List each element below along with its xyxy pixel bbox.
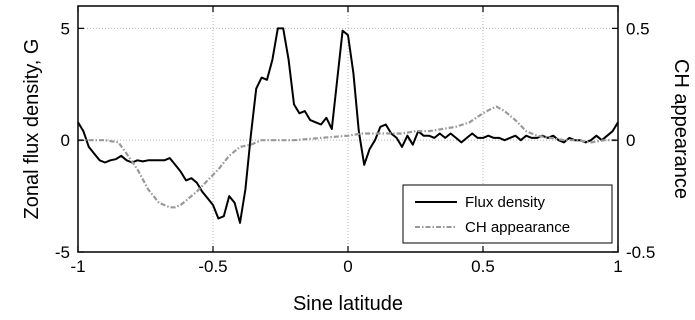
legend-label-ch-appearance: CH appearance [465,219,570,236]
legend-label-flux-density: Flux density [465,194,546,211]
x-tick-label-1: -0.5 [198,257,227,276]
y-left-tick-label-1: 0 [61,131,70,150]
x-tick-label-0: -1 [70,257,85,276]
legend-box [402,184,613,244]
grid-lines [78,6,618,252]
y-axis-label-left: Zonal flux density, G [21,39,43,220]
x-axis-label: Sine latitude [293,293,403,315]
y-axis-label-right: CH appearance [670,59,692,199]
series-layer [77,27,619,224]
y-right-tick-label-2: 0.5 [626,19,650,38]
x-tick-label-3: 0.5 [471,257,495,276]
legend: Flux density CH appearance [402,184,613,244]
axis-ticks: -1 -0.5 0 0.5 1 -5 0 5 -0.5 0 0.5 [55,6,655,276]
series-line-ch-appearance [78,105,618,209]
series-line-flux-density [77,27,619,224]
x-tick-label-2: 0 [343,257,352,276]
y-right-tick-label-1: 0 [626,131,635,150]
y-right-tick-label-0: -0.5 [626,243,655,262]
y-left-tick-label-2: 5 [61,19,70,38]
x-tick-label-4: 1 [613,257,622,276]
y-left-tick-label-0: -5 [55,243,70,262]
